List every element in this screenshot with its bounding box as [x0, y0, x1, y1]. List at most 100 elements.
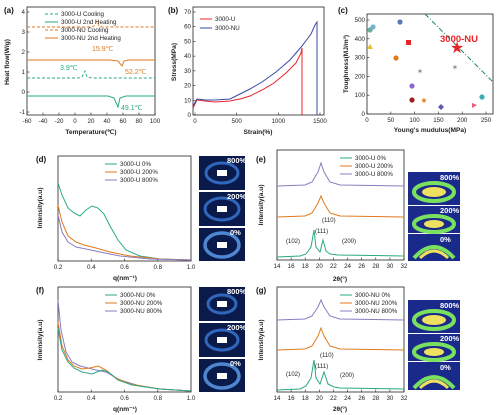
panel-g-ylabel: Intensity(a.u) [258, 319, 265, 360]
e-peak-3: (200) [342, 239, 356, 245]
c-trend-line [424, 13, 494, 83]
panel-a-ylabel: Heat flow(W/g) [4, 39, 11, 85]
f-xtick-label: 0.4 [87, 395, 96, 402]
a-annot-0: 15.9℃ [92, 46, 114, 53]
svg-text:✶: ✶ [452, 63, 459, 72]
panel-f: (f) 0.2 0.4 0.6 0.8 1.0 q(nm⁻¹) Intensity(a.… [36, 286, 247, 413]
g-xtick-label: 22 [330, 395, 337, 402]
b-ytick-label: 40 [184, 53, 191, 60]
d-xtick-label: 0.4 [87, 264, 96, 271]
d-xtick-label: 1.0 [187, 264, 196, 271]
b-ytick-label: 60 [184, 24, 191, 31]
e-waxs-2: 0% [440, 235, 451, 244]
panel-f-label: (f) [36, 286, 44, 295]
panel-c-xlabel: Young's mudulus(MPa) [394, 127, 467, 134]
c-highlight-star: ★ [450, 40, 464, 57]
g-waxs-images: 800% 200% 0% [408, 300, 460, 390]
c-xtick-label: 0 [365, 117, 369, 124]
c-ytick-label: 0 [362, 111, 366, 118]
a-annot-2: 3.9℃ [60, 65, 78, 72]
panel-a: (a) -60 -40 -20 0 20 40 60 80 100 -1 0 1 2 3 4 Temper… [4, 6, 161, 136]
panel-g-legend: 3000-NU 0% 3000-NU 200% 3000-NU 800% [340, 292, 398, 315]
panel-g-xticks: 14 16 18 20 22 24 26 28 30 32 [274, 389, 408, 402]
f-xtick-label: 0.6 [120, 395, 129, 402]
f-legend-2: 3000-NU 800% [120, 308, 163, 315]
b-xtick-label: 1500 [313, 118, 327, 125]
d-saxs-images: 800% 200% 0% [199, 156, 247, 261]
e-xtick-label: 14 [274, 263, 281, 270]
panel-a-legend: 3000-U Cooling 3000-U 2nd Heating 3000-N… [45, 11, 121, 42]
d-saxs-0: 800% [227, 156, 247, 165]
d-legend-1: 3000-U 200% [120, 169, 158, 176]
panel-f-xticks: 0.2 0.4 0.6 0.8 1.0 [54, 389, 196, 402]
e-0-curve [276, 229, 405, 258]
g-peak-1: (110) [320, 353, 334, 359]
d-xtick-label: 0.2 [54, 264, 63, 271]
f-legend-1: 3000-NU 200% [120, 300, 163, 307]
e-waxs-images: 800% 200% 0% [408, 172, 460, 261]
panel-b-xticks: 0 500 1000 1500 [193, 112, 327, 125]
panel-f-xlabel: q(nm⁻¹) [113, 406, 137, 413]
a-ytick-label: 2 [22, 49, 26, 56]
panel-g: (g) 14 16 18 20 22 24 26 28 30 32 2θ(°) Intensity… [256, 286, 460, 413]
b-nu-curve [192, 20, 318, 115]
a-annot-1: 52.2℃ [125, 69, 147, 76]
a-nu-heating-curve [27, 59, 155, 67]
a-ytick-label: 0 [22, 89, 26, 96]
e-800-curve [276, 161, 405, 187]
g-200-curve [276, 326, 405, 351]
f-0-curve [57, 327, 192, 392]
e-xtick-label: 18 [302, 263, 309, 270]
d-legend-2: 3000-U 800% [120, 177, 158, 184]
e-peak-1: (110) [322, 218, 336, 224]
panel-c-ylabel: Toughness(MJ/m³) [343, 35, 350, 93]
b-ytick-label: 70 [184, 9, 191, 16]
c-ytick-label: 200 [355, 73, 366, 80]
b-xtick-label: 1000 [271, 118, 285, 125]
b-xtick-label: 0 [193, 118, 197, 125]
panel-e-axes [276, 149, 405, 261]
g-xtick-label: 32 [401, 395, 408, 402]
panel-c-label: (c) [338, 6, 348, 15]
g-legend-2: 3000-NU 800% [355, 308, 398, 315]
c-points: ✶ ★ ✶ ★ [367, 19, 485, 110]
g-xtick-label: 30 [386, 395, 393, 402]
panel-d: (d) 0.2 0.4 0.6 0.8 1.0 q(nm⁻¹) Intensity(a.… [36, 155, 247, 282]
panel-b-label: (b) [168, 6, 179, 15]
f-saxs-images: 800% 200% 0% [199, 287, 247, 392]
e-peak-2: (111) [315, 229, 328, 235]
panel-b-ylabel: Stress(MPa) [171, 43, 178, 81]
g-waxs-2: 0% [440, 363, 451, 372]
panel-f-ylabel: Intensity(a.u) [37, 319, 44, 360]
a-xtick-label: 80 [136, 118, 143, 125]
panel-c-axes [366, 13, 494, 115]
svg-text:✶: ✶ [417, 67, 424, 76]
e-xtick-label: 26 [358, 263, 365, 270]
b-ytick-label: 0 [188, 112, 192, 119]
d-legend-0: 3000-U 0% [120, 161, 151, 168]
b-ytick-label: 20 [184, 83, 191, 90]
panel-e-legend: 3000-U 0% 3000-U 200% 3000-U 800% [340, 155, 393, 178]
f-xtick-label: 0.8 [153, 395, 162, 402]
b-ytick-label: 50 [184, 38, 191, 45]
a-legend-0: 3000-U Cooling [61, 11, 105, 18]
b-legend-1: 3000-NU [215, 25, 240, 32]
a-ytick-label: 1 [22, 69, 26, 76]
d-200-curve [57, 204, 192, 261]
c-ytick-label: 100 [355, 92, 366, 99]
panel-b-axes [192, 6, 325, 116]
a-ytick-label: 4 [22, 9, 26, 16]
e-waxs-0: 800% [440, 173, 460, 182]
panel-f-legend: 3000-NU 0% 3000-NU 200% 3000-NU 800% [105, 292, 163, 315]
panel-d-legend: 3000-U 0% 3000-U 200% 3000-U 800% [105, 161, 158, 184]
a-xtick-label: -40 [39, 118, 49, 125]
f-legend-0: 3000-NU 0% [120, 292, 156, 299]
f-xtick-label: 1.0 [187, 395, 196, 402]
panel-a-label: (a) [4, 6, 14, 15]
f-saxs-2: 0% [230, 359, 241, 368]
g-peak-3: (200) [340, 373, 354, 379]
panel-e: (e) 14 16 18 20 22 24 26 28 30 32 2θ(°) Intensity… [256, 149, 460, 283]
panel-c: (c) 0 50 100 150 200 250 0 100 200 300 400 500 You… [338, 6, 494, 134]
svg-text:★: ★ [420, 96, 427, 105]
